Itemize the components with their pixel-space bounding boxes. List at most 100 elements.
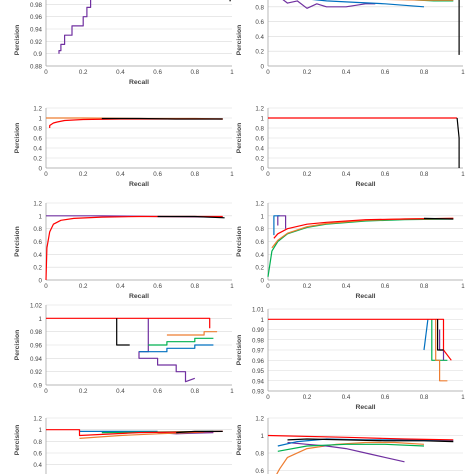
series-group	[282, 0, 460, 55]
y-tick-label: 1	[261, 116, 265, 123]
x-tick-label: 0.6	[153, 69, 162, 76]
chart-panel-8: 0.93 0.94 0.95 0.96 0.97 0.98 0.99 1 1.01 0 0.2 0.4…	[236, 307, 465, 412]
y-axis-title: Percision	[236, 425, 243, 456]
y-tick-label: 1	[261, 317, 265, 324]
x-tick-label: 0	[44, 69, 48, 76]
x-tick-label: 0.2	[303, 171, 312, 178]
x-tick-label: 1	[230, 388, 234, 395]
y-tick-label: 0.6	[255, 19, 264, 26]
x-tick-label: 0	[44, 171, 48, 178]
y-axis-title: Percision	[14, 425, 21, 456]
y-tick-label: 0.6	[255, 468, 264, 474]
series-line-2	[311, 0, 425, 8]
y-tick-label: 1	[39, 116, 43, 123]
y-tick-label: 0.8	[255, 451, 264, 458]
x-tick-label: 0.8	[420, 69, 429, 76]
x-tick-label: 1	[230, 171, 234, 178]
x-axis-title: Recall	[129, 181, 149, 188]
y-tick-label: 0.4	[33, 462, 42, 469]
series-line-2	[45, 215, 223, 281]
y-tick-label: 1.01	[252, 307, 265, 314]
chart-panel-7: 0.9 0.92 0.94 0.96 0.98 1 1.02 0 0.2 0.4 0.6 0.8 1 Pe…	[14, 303, 234, 396]
x-tick-label: 1	[461, 171, 465, 178]
x-tick-label: 0.4	[116, 283, 125, 290]
y-tick-label: 0.94	[30, 27, 43, 34]
x-tick-label: 0.8	[190, 171, 199, 178]
x-tick-label: 0.8	[190, 283, 199, 290]
series-group	[268, 318, 452, 382]
y-axis-title: Percision	[236, 335, 243, 366]
y-tick-label: 1	[39, 213, 43, 220]
y-tick-label: 1.2	[33, 106, 42, 113]
x-tick-label: 0.6	[381, 171, 390, 178]
x-tick-label: 0	[266, 394, 270, 401]
series-line-3	[148, 337, 214, 346]
x-tick-label: 0	[266, 69, 270, 76]
y-tick-label: 1.02	[30, 303, 43, 310]
series-line-4	[271, 217, 454, 249]
x-tick-label: 1	[461, 283, 465, 290]
y-tick-label: 0.4	[33, 252, 42, 259]
y-tick-label: 0.6	[33, 239, 42, 246]
x-tick-label: 0.6	[153, 171, 162, 178]
chart-panel-10: 0.6 0.8 1 1.2 Percision	[236, 416, 463, 474]
y-tick-label: 0.94	[252, 378, 265, 385]
y-axis-title: Percision	[236, 25, 243, 56]
series-line-6	[116, 318, 130, 346]
x-tick-label: 0	[44, 283, 48, 290]
series-line-2	[139, 344, 214, 353]
y-tick-label: 0.96	[252, 358, 265, 365]
y-tick-label: 0.8	[255, 4, 264, 11]
x-tick-label: 0	[44, 388, 48, 395]
y-axis-title: Percision	[236, 226, 243, 257]
series-line-6	[423, 217, 454, 220]
x-tick-label: 0.8	[420, 394, 429, 401]
y-axis-title: Percision	[14, 25, 21, 56]
y-tick-label: 0.94	[30, 356, 43, 363]
y-tick-label: 0.8	[33, 226, 42, 233]
x-tick-label: 0.4	[342, 171, 351, 178]
x-tick-label: 1	[461, 394, 465, 401]
x-tick-label: 0.2	[79, 171, 88, 178]
y-tick-label: 0.92	[30, 369, 43, 376]
series-line-5	[268, 318, 452, 361]
series-group	[58, 0, 231, 54]
series-line-1	[277, 215, 287, 229]
series-line-1	[276, 441, 425, 474]
y-tick-label: 1	[261, 213, 265, 220]
x-tick-label: 0.4	[116, 69, 125, 76]
y-tick-label: 0.9	[33, 51, 42, 58]
x-tick-label: 1	[230, 283, 234, 290]
y-tick-label: 0.2	[255, 265, 264, 272]
x-tick-label: 0.8	[420, 171, 429, 178]
chart-panel-9: 0.4 0.6 0.8 1 1.2 Percision	[14, 416, 232, 474]
y-tick-label: 0.2	[255, 49, 264, 56]
chart-panel-3: 0 0.2 0.4 0.6 0.8 1 1.2 0 0.2 0.4 0.6 0.8 1 Recall Per…	[14, 106, 234, 189]
series-line-6	[287, 438, 454, 443]
series-group	[46, 117, 223, 128]
x-axis-title: Recall	[129, 79, 149, 86]
series-line-3	[267, 218, 454, 277]
x-tick-label: 0.6	[381, 394, 390, 401]
x-tick-label: 0.8	[420, 283, 429, 290]
y-tick-label: 0.92	[30, 39, 43, 46]
y-tick-label: 0.8	[255, 226, 264, 233]
y-tick-label: 0.6	[33, 451, 42, 458]
x-tick-label: 0	[266, 283, 270, 290]
y-tick-label: 0.99	[252, 327, 265, 334]
series-group	[46, 429, 223, 439]
y-tick-label: 0.4	[255, 252, 264, 259]
chart-panel-2: 0 0.2 0.4 0.6 0.8 0 0.2 0.4 0.6 0.8 1 Percision	[236, 0, 465, 76]
y-tick-label: 0	[39, 166, 43, 173]
series-line-4	[166, 331, 218, 336]
y-tick-label: 0	[261, 166, 265, 173]
x-tick-label: 0.2	[303, 394, 312, 401]
series-line-2	[287, 441, 405, 463]
series-line-3	[277, 443, 425, 452]
x-tick-label: 0.2	[303, 283, 312, 290]
series-line-5	[46, 429, 223, 437]
series-line-6	[176, 430, 223, 434]
x-tick-label: 0.8	[190, 69, 199, 76]
y-tick-label: 1	[39, 316, 43, 323]
